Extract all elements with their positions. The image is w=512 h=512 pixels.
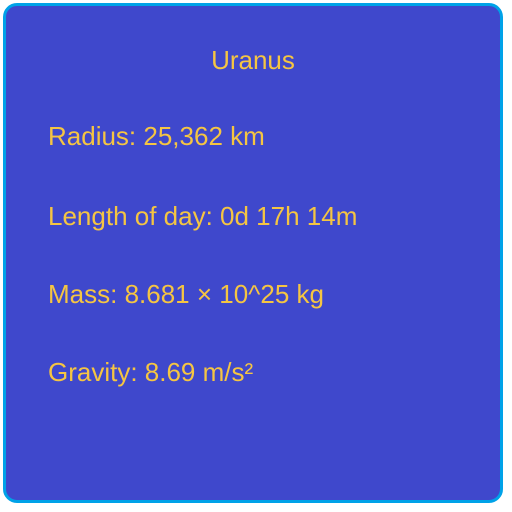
- radius-line: Radius: 25,362 km: [48, 121, 265, 151]
- gravity-line: Gravity: 8.69 m/s²: [48, 357, 254, 387]
- mass-line: Mass: 8.681 × 10^25 kg: [48, 279, 324, 309]
- length-of-day-line: Length of day: 0d 17h 14m: [48, 201, 358, 231]
- planet-name: Uranus: [211, 45, 295, 75]
- planet-info-card: Uranus Radius: 25,362 km Length of day: …: [3, 3, 503, 503]
